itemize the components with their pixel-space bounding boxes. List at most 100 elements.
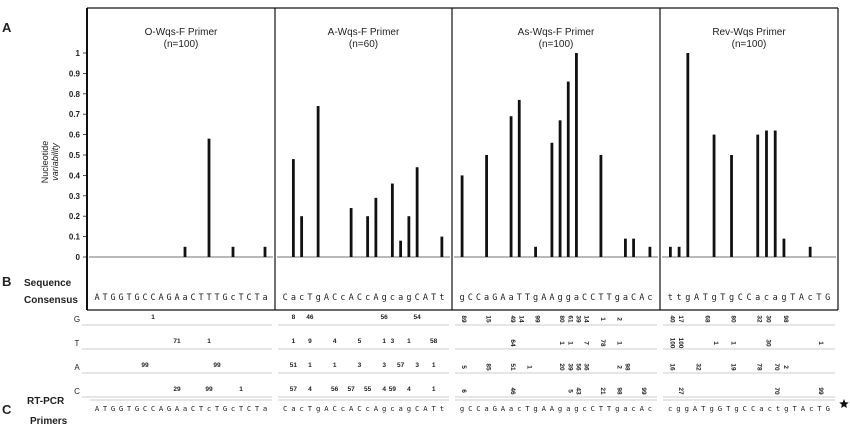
primer-letter: g xyxy=(615,404,619,413)
consensus-letter: A xyxy=(373,293,378,303)
nucleotide-count: 54 xyxy=(414,314,422,321)
y-tick-label: 1 xyxy=(76,49,81,58)
consensus-letter: a xyxy=(509,293,514,303)
nucleotide-count: 46 xyxy=(509,387,516,395)
variability-bar xyxy=(263,246,267,257)
nucleotide-count: 8 xyxy=(292,314,296,321)
nucleotide-count: 98 xyxy=(615,387,622,395)
nucleotide-count: 56 xyxy=(381,314,389,321)
nucleotide-count: 7 xyxy=(583,341,590,345)
consensus-letter: T xyxy=(816,293,821,303)
consensus-letter: T xyxy=(598,293,603,303)
nucleotide-count: 36 xyxy=(583,363,590,371)
consensus-letter: C xyxy=(476,293,481,303)
sequence-label: Sequence xyxy=(24,278,72,289)
primer-letter: g xyxy=(533,404,537,413)
y-tick-label: 0.2 xyxy=(69,212,81,221)
consensus-letter: T xyxy=(102,293,107,303)
primer-letter: C xyxy=(332,404,336,413)
y-tick-label: 0.9 xyxy=(69,69,81,78)
consensus-letter: C xyxy=(357,293,362,303)
primer-letter: c xyxy=(809,404,813,413)
variability-bar xyxy=(668,246,672,257)
consensus-letter: c xyxy=(764,293,769,303)
nucleotide-count: 1 xyxy=(730,341,737,345)
panel-a-letter: A xyxy=(2,20,12,35)
variability-bar xyxy=(374,197,378,257)
primer-letter: c xyxy=(341,404,345,413)
primer-letter: g xyxy=(676,404,680,413)
primer-letter: c xyxy=(648,404,652,413)
variability-bar xyxy=(730,155,733,257)
nucleotide-count: 78 xyxy=(756,363,763,371)
nucleotide-label: G xyxy=(74,315,80,324)
nucleotide-label: C xyxy=(74,387,80,396)
primer-letter: C xyxy=(151,404,155,413)
panel-title: Rev-Wqs Primer xyxy=(712,27,786,38)
nucleotide-count: 43 xyxy=(574,387,581,395)
nucleotide-count: 1 xyxy=(239,386,243,393)
variability-bar xyxy=(677,246,681,257)
primer-letter: C xyxy=(415,404,419,413)
primer-letter: T xyxy=(215,404,220,413)
variability-bar xyxy=(765,130,768,257)
nucleotide-count: 1 xyxy=(151,314,155,321)
nucleotide-count: 2 xyxy=(615,365,622,369)
nucleotide-count: 1 xyxy=(407,338,411,345)
variability-bar xyxy=(686,53,690,257)
nucleotide-count: 5 xyxy=(566,389,573,393)
primer-letter: c xyxy=(365,404,369,413)
nucleotide-count: 57 xyxy=(290,386,298,393)
consensus-label: Consensus xyxy=(24,295,78,306)
consensus-letter: g xyxy=(566,293,571,303)
primer-letter: A xyxy=(801,404,806,413)
nucleotide-count: 56 xyxy=(331,386,339,393)
primer-letter: a xyxy=(566,404,570,413)
primer-letter: C xyxy=(468,404,472,413)
consensus-letter: T xyxy=(198,293,203,303)
y-tick-label: 0.3 xyxy=(69,192,81,201)
nucleotide-count: 40 xyxy=(668,315,675,323)
consensus-letter: C xyxy=(738,293,743,303)
primer-letter: T xyxy=(817,404,822,413)
primer-letter: T xyxy=(607,404,612,413)
primer-letter: T xyxy=(599,404,604,413)
primer-letter: C xyxy=(476,404,480,413)
variability-bar xyxy=(291,159,295,257)
primer-letter: a xyxy=(623,404,627,413)
nucleotide-count: 1 xyxy=(207,338,211,345)
primer-letter: G xyxy=(223,404,227,413)
primers-label: Primers xyxy=(30,416,68,427)
variability-bar xyxy=(517,99,521,257)
consensus-letter: G xyxy=(492,293,497,303)
variability-bar xyxy=(648,246,652,257)
primer-letter: t xyxy=(776,404,780,413)
variability-bar xyxy=(415,167,419,257)
nucleotide-count: 4 xyxy=(308,386,312,393)
nucleotide-count: 80 xyxy=(558,315,565,323)
consensus-letter: A xyxy=(500,293,505,303)
nucleotide-count: 85 xyxy=(485,363,492,371)
y-tick-label: 0.1 xyxy=(69,233,81,242)
consensus-letter: T xyxy=(254,293,259,303)
consensus-letter: A xyxy=(423,293,428,303)
primer-letter: G xyxy=(135,404,139,413)
consensus-letter: C xyxy=(246,293,251,303)
primer-letter: A xyxy=(349,404,354,413)
primer-letter: G xyxy=(493,404,497,413)
consensus-letter: T xyxy=(525,293,530,303)
nucleotide-count: 51 xyxy=(509,363,516,371)
nucleotide-count: 56 xyxy=(574,363,581,371)
y-tick-label: 0.6 xyxy=(69,131,81,140)
primer-letter: T xyxy=(792,404,797,413)
nucleotide-count: 51 xyxy=(290,362,298,369)
panel-n: (n=60) xyxy=(349,39,378,50)
primer-letter: A xyxy=(324,404,329,413)
primer-letter: g xyxy=(574,404,578,413)
panel-n: (n=100) xyxy=(164,39,199,50)
consensus-letter: G xyxy=(222,293,227,303)
primer-letter: c xyxy=(207,404,211,413)
nucleotide-count: 70 xyxy=(773,363,780,371)
